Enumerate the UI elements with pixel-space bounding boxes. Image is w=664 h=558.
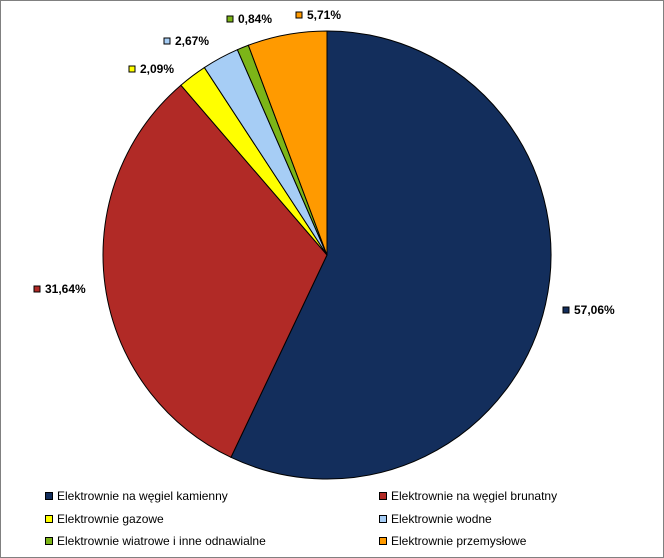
data-label: 5,71%: [307, 8, 341, 22]
legend-swatch: [45, 492, 53, 500]
legend-label: Elektrownie wodne: [391, 512, 492, 526]
pie-slice: [230, 30, 552, 480]
data-label-key: [163, 37, 171, 45]
legend-label: Elektrownie wiatrowe i inne odnawialne: [57, 534, 266, 548]
data-label-key: [562, 306, 570, 314]
legend-label: Elektrownie przemysłowe: [391, 534, 527, 548]
legend-item: Elektrownie wiatrowe i inne odnawialne: [45, 532, 266, 550]
legend-item: Elektrownie gazowe: [45, 510, 164, 528]
data-label-key: [295, 11, 303, 19]
legend-item: Elektrownie na węgiel brunatny: [379, 487, 557, 505]
legend-swatch: [379, 537, 387, 545]
data-label: 57,06%: [574, 303, 615, 317]
data-label: 2,67%: [175, 34, 209, 48]
pie-slice: [247, 30, 328, 256]
data-label: 2,09%: [140, 62, 174, 76]
legend-swatch: [379, 492, 387, 500]
legend-item: Elektrownie na węgiel kamienny: [45, 487, 228, 505]
data-label-key: [33, 285, 41, 293]
data-label-key: [128, 65, 136, 73]
data-label: 31,64%: [45, 282, 86, 296]
legend: Elektrownie na węgiel kamienny Elektrown…: [45, 487, 645, 553]
legend-label: Elektrownie na węgiel kamienny: [57, 489, 228, 503]
legend-label: Elektrownie gazowe: [57, 512, 164, 526]
legend-swatch: [45, 537, 53, 545]
legend-label: Elektrownie na węgiel brunatny: [391, 489, 558, 503]
legend-swatch: [379, 515, 387, 523]
legend-item: Elektrownie przemysłowe: [379, 532, 526, 550]
data-label: 0,84%: [238, 12, 272, 26]
pie-slice: [102, 84, 328, 459]
data-label-key: [226, 15, 234, 23]
legend-swatch: [45, 515, 53, 523]
legend-item: Elektrownie wodne: [379, 510, 492, 528]
